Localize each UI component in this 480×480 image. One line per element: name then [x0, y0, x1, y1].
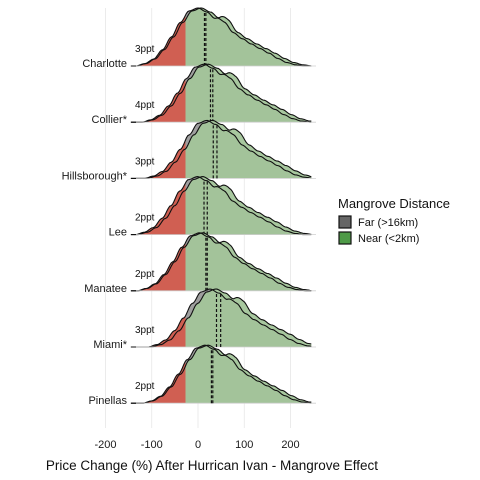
county-label: Hillsborough*: [62, 170, 128, 182]
near-density-outline: [130, 288, 312, 348]
county-label: Manatee: [84, 283, 127, 295]
near-density-outline: [130, 7, 312, 67]
ridges: [130, 7, 316, 404]
effect-label: 2ppt: [135, 213, 155, 224]
ridge-row: [130, 119, 316, 179]
ridge-row: [130, 232, 316, 292]
legend-title: Mangrove Distance: [338, 196, 450, 211]
shaded-region: [130, 361, 186, 404]
county-label: Collier*: [92, 114, 128, 126]
x-tick-label: 200: [281, 439, 299, 451]
shaded-region: [130, 140, 186, 179]
near-density-fill: [130, 289, 312, 347]
near-density-fill: [130, 345, 312, 404]
county-label: Lee: [109, 227, 127, 239]
legend: Mangrove Distance Far (>16km) Near (<2km…: [338, 196, 450, 245]
x-axis-title: Price Change (%) After Hurrican Ivan - M…: [46, 458, 378, 473]
near-density-outline: [130, 119, 312, 179]
effect-label: 3ppt: [135, 44, 155, 55]
near-density-outline: [130, 63, 312, 123]
x-tick-label: -200: [94, 439, 116, 451]
far-density-outline: [130, 232, 312, 292]
county-label: Miami*: [93, 339, 127, 351]
ridge-row: [130, 344, 316, 404]
far-density-outline: [130, 176, 312, 236]
shaded-region: [130, 182, 186, 235]
legend-label-far: Far (>16km): [358, 217, 418, 229]
shaded-near: [130, 246, 186, 291]
shaded-near: [130, 365, 186, 404]
county-label: Pinellas: [88, 395, 127, 407]
shaded-region: [130, 15, 186, 66]
row-labels: Charlotte 3ppt Collier* 4ppt Hillsborough* 3p…: [62, 44, 155, 407]
near-density-outline: [130, 232, 312, 292]
county-label: Charlotte: [82, 58, 127, 70]
shaded-region: [130, 242, 186, 291]
legend-swatch-far: [338, 215, 352, 229]
far-density-outline: [130, 63, 312, 123]
shaded-near: [130, 148, 186, 179]
effect-label: 3ppt: [135, 156, 155, 167]
shaded-region: [130, 79, 186, 123]
near-density-outline: [130, 344, 312, 404]
effect-label: 2ppt: [135, 269, 155, 280]
x-axis: -200 -100 0 100 200: [94, 439, 299, 451]
effect-label: 2ppt: [135, 381, 155, 392]
shaded-near: [130, 320, 186, 347]
shaded-near: [130, 190, 186, 235]
legend-swatch-near: [338, 231, 352, 245]
ridge-row: [130, 7, 316, 67]
far-density-outline: [130, 119, 312, 179]
x-tick-label: -100: [141, 439, 163, 451]
far-density-outline: [130, 7, 312, 67]
near-density-fill: [130, 64, 312, 123]
ridge-row: [130, 176, 316, 236]
ridge-row: [130, 63, 316, 123]
ridge-row: [130, 288, 316, 348]
x-tick-label: 0: [195, 439, 201, 451]
near-density-outline: [130, 176, 312, 236]
x-tick-label: 100: [235, 439, 253, 451]
shaded-near: [130, 19, 186, 66]
effect-label: 3ppt: [135, 325, 155, 336]
legend-label-near: Near (<2km): [358, 233, 419, 245]
shaded-near: [130, 84, 186, 123]
effect-label: 4ppt: [135, 100, 155, 111]
